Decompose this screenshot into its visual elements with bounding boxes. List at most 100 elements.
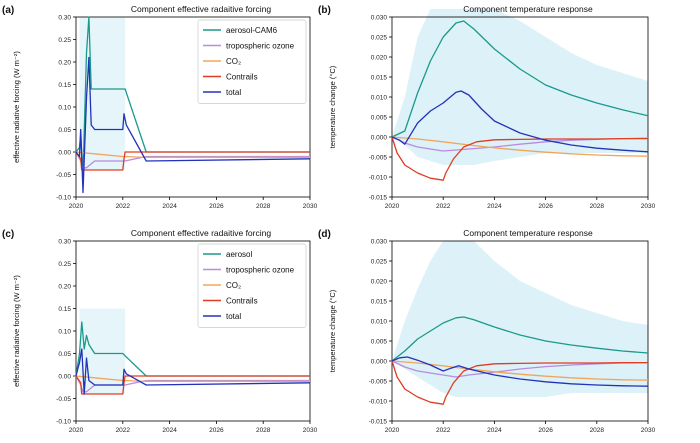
legend-label: aerosol <box>226 250 252 259</box>
legend-label: CO₂ <box>226 57 241 66</box>
x-tick-label: 2030 <box>303 203 318 210</box>
uncertainty-band <box>392 9 648 165</box>
x-tick-label: 2022 <box>436 427 451 434</box>
y-axis-label: temperature change (°C) <box>328 65 337 148</box>
legend <box>197 19 307 104</box>
series-line-0 <box>391 316 649 362</box>
panel-a: -0.10 -0.05 0.00 0.05 0.10 0.15 0.20 0.25 0.30 20… <box>2 4 318 210</box>
y-tick-label: 0.25 <box>58 261 71 268</box>
y-tick-label: -0.10 <box>56 195 71 202</box>
legend-label: total <box>226 88 241 97</box>
legend-label: CO₂ <box>226 281 241 290</box>
panel-label: (d) <box>318 229 331 240</box>
panel-c: -0.10 -0.05 0.00 0.05 0.10 0.15 0.20 0.25 0.30 20… <box>2 228 318 434</box>
y-tick-label: 0.10 <box>58 105 71 112</box>
x-tick-label: 2024 <box>162 203 177 210</box>
panel-b: -0.015 -0.010 -0.005 0.000 0.005 0.010 0.015 0.… <box>318 4 656 210</box>
x-tick-label: 2026 <box>538 203 553 210</box>
uncertainty-band <box>392 241 648 397</box>
y-tick-label: 0.015 <box>371 75 388 82</box>
x-tick-label: 2028 <box>256 203 271 210</box>
y-tick-label: 0.15 <box>58 306 71 313</box>
y-tick-label: 0.20 <box>58 284 71 291</box>
y-tick-label: 0.000 <box>371 135 388 142</box>
y-tick-label: -0.05 <box>56 172 71 179</box>
y-tick-label: 0.20 <box>58 60 71 67</box>
series-line-4 <box>391 90 649 153</box>
x-tick-label: 2020 <box>69 427 84 434</box>
y-tick-label: 0.10 <box>58 329 71 336</box>
y-tick-label: -0.010 <box>369 175 388 182</box>
series-line-3 <box>391 360 648 405</box>
x-tick-label: 2028 <box>256 427 271 434</box>
series-line-3 <box>75 151 310 171</box>
series-line-4 <box>75 348 311 395</box>
y-tick-label: 0.000 <box>371 359 388 366</box>
chart-title: Component temperature response <box>463 228 593 238</box>
y-tick-label: -0.010 <box>369 399 388 406</box>
panel-label: (b) <box>318 5 331 16</box>
y-tick-label: -0.015 <box>369 195 388 202</box>
x-tick-label: 2028 <box>590 427 605 434</box>
chart-title: Component effective radaitive forcing <box>131 228 271 238</box>
legend-label: Contrails <box>226 297 258 306</box>
plot-frame <box>391 16 649 198</box>
x-tick-label: 2024 <box>487 427 502 434</box>
x-tick-label: 2024 <box>487 203 502 210</box>
y-tick-label: 0.020 <box>371 55 388 62</box>
series-line-4 <box>391 356 649 387</box>
y-tick-label: 0.025 <box>371 35 388 42</box>
x-tick-label: 2026 <box>209 427 224 434</box>
y-tick-label: 0.00 <box>58 150 71 157</box>
chart-title: Component temperature response <box>463 4 593 14</box>
y-tick-label: -0.015 <box>369 419 388 426</box>
x-tick-label: 2028 <box>590 203 605 210</box>
series-line-3 <box>75 375 310 395</box>
x-tick-label: 2030 <box>641 203 656 210</box>
chart-title: Component effective radaitive forcing <box>131 4 271 14</box>
x-tick-label: 2022 <box>436 203 451 210</box>
legend-label: tropospheric ozone <box>226 266 295 275</box>
legend <box>197 243 307 328</box>
series-line-0 <box>391 20 649 138</box>
y-axis-label: effective radiative forcing (W m⁻²) <box>12 51 21 163</box>
y-tick-label: 0.00 <box>58 374 71 381</box>
series-line-4 <box>75 56 311 194</box>
series-line-0 <box>75 321 310 377</box>
y-axis-label: temperature change (°C) <box>328 289 337 372</box>
panel-d: -0.015 -0.010 -0.005 0.000 0.005 0.010 0.015 0.… <box>318 228 656 434</box>
y-tick-label: 0.30 <box>58 239 71 246</box>
y-tick-label: 0.030 <box>371 15 388 22</box>
y-tick-label: 0.25 <box>58 37 71 44</box>
x-tick-label: 2020 <box>385 427 400 434</box>
x-tick-label: 2030 <box>303 427 318 434</box>
x-tick-label: 2026 <box>538 427 553 434</box>
series-line-2 <box>391 360 649 381</box>
legend-label: tropospheric ozone <box>226 42 295 51</box>
x-tick-label: 2030 <box>641 427 656 434</box>
plot-frame <box>391 240 649 422</box>
y-tick-label: -0.05 <box>56 396 71 403</box>
y-tick-label: 0.010 <box>371 319 388 326</box>
y-tick-label: 0.010 <box>371 95 388 102</box>
series-line-2 <box>75 151 310 159</box>
y-tick-label: 0.015 <box>371 299 388 306</box>
y-tick-label: -0.005 <box>369 379 388 386</box>
y-tick-label: 0.020 <box>371 279 388 286</box>
y-tick-label: 0.05 <box>58 127 71 134</box>
y-tick-label: 0.025 <box>371 259 388 266</box>
legend-label: aerosol-CAM6 <box>226 26 278 35</box>
y-tick-label: 0.005 <box>371 115 388 122</box>
x-tick-label: 2022 <box>116 203 131 210</box>
uncertainty-band <box>79 308 126 394</box>
y-tick-label: -0.005 <box>369 155 388 162</box>
y-axis-label: effective radiative forcing (W m⁻²) <box>12 275 21 387</box>
legend-label: total <box>226 312 241 321</box>
y-tick-label: -0.10 <box>56 419 71 426</box>
y-tick-label: 0.030 <box>371 239 388 246</box>
y-tick-label: 0.005 <box>371 339 388 346</box>
y-tick-label: 0.05 <box>58 351 71 358</box>
panel-label: (a) <box>2 5 14 16</box>
